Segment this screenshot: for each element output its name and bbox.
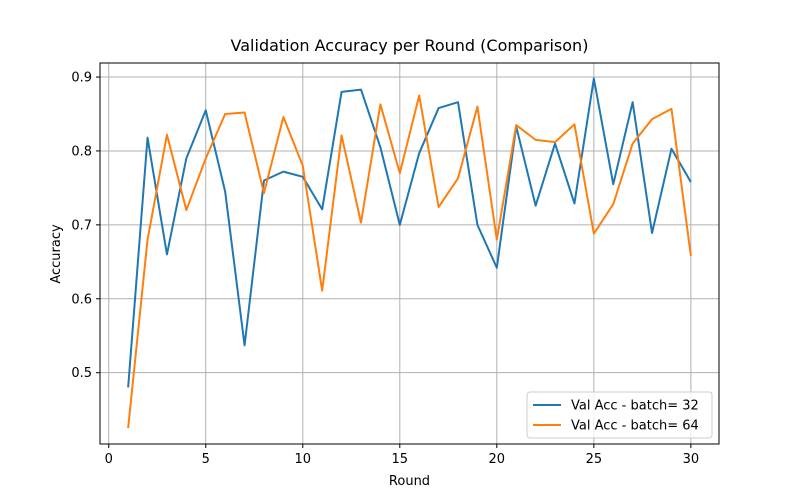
x-tick-label: 0	[105, 452, 113, 467]
legend-box	[526, 391, 713, 439]
legend-label-2: Val Acc - batch= 64	[571, 419, 699, 434]
y-tick-label: 0.5	[71, 366, 92, 381]
y-tick-label: 0.8	[71, 144, 92, 159]
legend: Val Acc - batch= 32 Val Acc - batch= 64	[526, 391, 713, 439]
x-tick-label: 25	[586, 452, 603, 467]
series-line-1	[127, 77, 692, 388]
plot-frame	[99, 62, 720, 445]
chart-title: Validation Accuracy per Round (Compariso…	[231, 36, 589, 55]
x-tick-label: 20	[489, 452, 506, 467]
series-layer	[127, 77, 692, 429]
x-tick-label: 30	[683, 452, 700, 467]
legend-label-1: Val Acc - batch= 32	[571, 399, 699, 414]
x-tick-label: 15	[392, 452, 409, 467]
grid-layer	[100, 63, 719, 444]
axes-layer: 0 5 10 15 20 25 30 0.5 0.6 0.7 0.8 0.9	[71, 62, 720, 467]
y-tick-label: 0.6	[71, 292, 92, 307]
y-tick-label: 0.9	[71, 71, 92, 86]
x-axis-label: Round	[389, 474, 430, 489]
x-tick-label: 10	[295, 452, 312, 467]
series-line-2	[127, 94, 692, 429]
x-tick-label: 5	[202, 452, 210, 467]
y-axis-label: Accuracy	[49, 224, 64, 284]
y-tick-label: 0.7	[71, 218, 92, 233]
